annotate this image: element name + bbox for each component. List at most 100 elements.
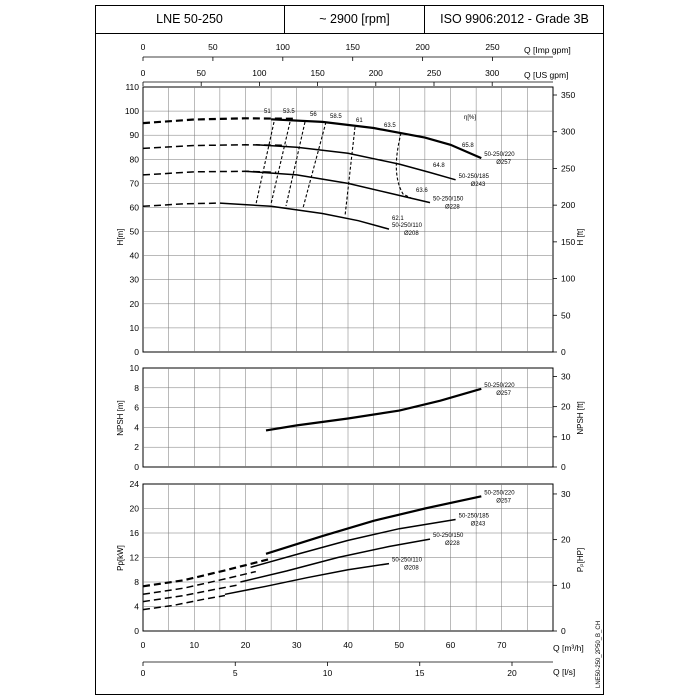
power-curve-50-250-185-label: 50-250/185	[459, 514, 490, 520]
power-curve-50-250-185-dashed	[142, 570, 256, 596]
power-curve-50-250-150-label: 50-250/150	[433, 533, 464, 539]
imp-gpm-label: Q [Imp gpm]	[524, 45, 571, 55]
head-curve-50-250-150	[245, 170, 431, 204]
head-ytick: 90	[130, 130, 140, 140]
q-m3h-tick: 60	[446, 640, 456, 650]
head-curve-50-250-220	[271, 118, 482, 160]
head-curve-50-250-150-dashed	[142, 170, 277, 176]
power-y2tick: 0	[561, 626, 566, 636]
us-gpm-tick: 0	[141, 68, 146, 78]
npsh-curve-50-250-220-label: 50-250/220	[484, 383, 515, 389]
eff-label-64-8: 64.8	[433, 163, 445, 169]
us-gpm-tick: 150	[311, 68, 325, 78]
eff-label-51: 51	[264, 109, 271, 115]
power-ytick: 4	[134, 602, 139, 612]
power-y2tick: 30	[561, 489, 571, 499]
power-y2-label: Pₚ[HP]	[576, 548, 585, 572]
q-m3h-tick: 70	[497, 640, 507, 650]
q-ls-tick: 10	[323, 668, 333, 678]
q-m3h-tick: 40	[343, 640, 353, 650]
eff-line-53-5	[270, 121, 291, 205]
head-y2tick: 0	[561, 347, 566, 357]
q-m3h-tick: 10	[190, 640, 200, 650]
head-y2tick: 200	[561, 200, 575, 210]
power-curve-50-250-220	[265, 495, 482, 555]
head-ytick: 10	[130, 323, 140, 333]
npsh-ytick: 8	[134, 383, 139, 393]
head-curve-50-250-110	[219, 202, 390, 230]
power-ytick: 8	[134, 577, 139, 587]
eff-label-63-6: 63.6	[416, 188, 428, 194]
head-ytick: 50	[130, 227, 140, 237]
power-curve-50-250-185	[250, 518, 456, 569]
q-ls-tick: 5	[233, 668, 238, 678]
power-y-label: Pp[kW]	[116, 545, 125, 571]
power-ytick: 16	[130, 528, 140, 538]
eff-label-63-5: 63.5	[384, 123, 396, 129]
eff-label-53-5: 53.5	[283, 109, 295, 115]
head-ytick: 100	[125, 106, 139, 116]
us-gpm-tick: 100	[252, 68, 266, 78]
us-gpm-tick: 50	[196, 68, 206, 78]
head-ytick: 0	[134, 347, 139, 357]
power-curve-50-250-185-diameter: Ø243	[471, 522, 486, 528]
head-curve-50-250-220-diameter: Ø257	[496, 160, 511, 166]
q-m3h-tick: 50	[395, 640, 405, 650]
power-ytick: 0	[134, 626, 139, 636]
power-y2tick: 20	[561, 535, 571, 545]
model-title: LNE 50-250	[95, 5, 285, 33]
head-y2tick: 350	[561, 90, 575, 100]
eff-line-63-5	[395, 132, 414, 200]
npsh-ytick: 0	[134, 462, 139, 472]
eff-label-58-5: 58.5	[330, 114, 342, 120]
document-code: LNE50-250_2P50_B_CH	[596, 621, 602, 688]
head-curve-50-250-185-diameter: Ø243	[471, 182, 486, 188]
head-ytick: 70	[130, 178, 140, 188]
speed-label: ~ 2900 [rpm]	[285, 5, 425, 33]
imp-gpm-tick: 200	[416, 42, 430, 52]
power-curve-50-250-220-diameter: Ø257	[496, 498, 511, 504]
head-ytick: 60	[130, 202, 140, 212]
head-y-label: H[m]	[116, 229, 125, 246]
npsh-y2tick: 30	[561, 371, 571, 381]
head-curve-50-250-150-label: 50-250/150	[433, 197, 464, 203]
head-y2tick: 250	[561, 163, 575, 173]
eff-line-61	[344, 126, 356, 217]
head-curve-50-250-110-diameter: Ø208	[404, 231, 419, 237]
power-curve-50-250-110-label: 50-250/110	[392, 558, 423, 564]
imp-gpm-tick: 0	[141, 42, 146, 52]
power-curve-50-250-150-dashed	[142, 583, 241, 603]
eff-label-65-8: 65.8	[462, 143, 474, 149]
imp-gpm-tick: 50	[208, 42, 218, 52]
power-ytick: 12	[130, 553, 140, 563]
head-curve-50-250-220-label: 50-250/220	[484, 152, 515, 158]
npsh-curve-50-250-220-diameter: Ø257	[496, 391, 511, 397]
efficiency-labels: 51 53.5 56 58.5 61 63.5 65.8 64.8 63.6 6…	[264, 109, 476, 222]
head-curve-50-250-220-dashed	[142, 117, 297, 125]
head-curve-50-250-110-dashed	[142, 202, 220, 208]
power-panel: 0 4 8 12 16 20 24 0 10 20 30 0 10 20 30 40 50 60 70 0 5 10 15 2…	[116, 479, 585, 678]
eff-label-61: 61	[356, 118, 363, 124]
efficiency-iso-lines	[255, 121, 414, 217]
head-curve-50-250-110-label: 50-250/110	[392, 223, 423, 229]
q-m3h-label: Q [m³/h]	[553, 643, 584, 653]
power-ytick: 24	[130, 479, 140, 489]
head-ytick: 80	[130, 154, 140, 164]
eff-label-62-1: 62.1	[392, 216, 404, 222]
imp-gpm-tick: 250	[485, 42, 499, 52]
power-curve-50-250-110-dashed	[142, 594, 226, 611]
q-ls-label: Q [l/s]	[553, 667, 575, 677]
imp-gpm-tick: 100	[276, 42, 290, 52]
q-m3h-tick: 30	[292, 640, 302, 650]
us-gpm-tick: 250	[427, 68, 441, 78]
npsh-y2tick: 20	[561, 402, 571, 412]
eff-label-56: 56	[310, 112, 317, 118]
npsh-y2tick: 10	[561, 432, 571, 442]
npsh-ytick: 2	[134, 442, 139, 452]
head-panel: 0 10 20 30 40 50 60 70 80 90 100 110 0 50 100 150 200 250…	[116, 82, 585, 357]
standard-label: ISO 9906:2012 - Grade 3B	[440, 12, 589, 26]
eff-line-56	[285, 121, 306, 207]
head-curve-50-250-150-diameter: Ø228	[445, 205, 460, 211]
q-ls-tick: 15	[415, 668, 425, 678]
